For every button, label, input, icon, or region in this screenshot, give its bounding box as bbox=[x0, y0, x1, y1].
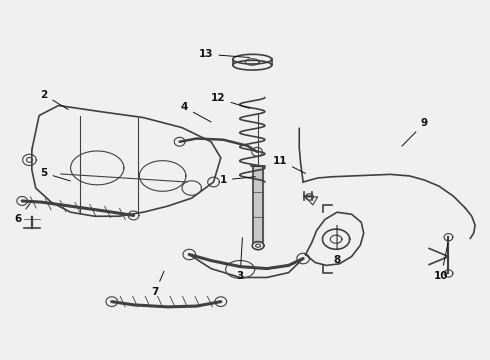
Text: 7: 7 bbox=[152, 271, 164, 297]
Text: 12: 12 bbox=[211, 94, 249, 108]
Text: 5: 5 bbox=[40, 168, 71, 181]
Text: 3: 3 bbox=[237, 238, 244, 281]
Text: 11: 11 bbox=[272, 156, 305, 174]
Text: 10: 10 bbox=[434, 244, 448, 281]
Text: 6: 6 bbox=[15, 203, 30, 224]
Text: 1: 1 bbox=[220, 175, 255, 185]
Text: 4: 4 bbox=[181, 102, 211, 122]
Text: 13: 13 bbox=[199, 49, 249, 59]
Text: 9: 9 bbox=[402, 118, 428, 146]
Text: 2: 2 bbox=[40, 90, 68, 109]
Text: 8: 8 bbox=[333, 225, 341, 265]
